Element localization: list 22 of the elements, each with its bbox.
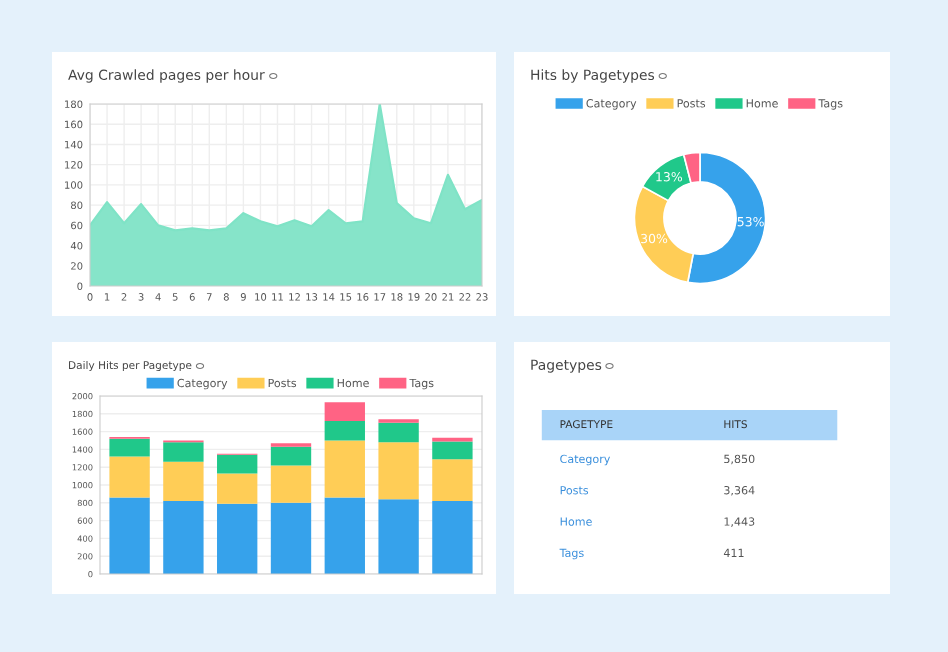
bar: [324, 420, 365, 441]
bar: [109, 438, 150, 457]
bar: [270, 502, 312, 574]
bar: [324, 440, 365, 498]
bar: [324, 497, 365, 574]
bar: [432, 459, 473, 502]
bar: [270, 446, 312, 466]
bar: [432, 441, 473, 460]
bar: [432, 501, 473, 574]
bar: [324, 402, 365, 421]
bar: [109, 456, 150, 498]
bar: [378, 422, 419, 443]
bar: [378, 499, 419, 574]
bar: [109, 497, 150, 574]
bar: [217, 454, 258, 474]
bar: [270, 465, 312, 503]
bar: [163, 461, 204, 502]
bar: [217, 473, 258, 504]
bar: [217, 503, 258, 574]
bar: [163, 442, 204, 462]
bar: [378, 442, 419, 500]
bar: [163, 501, 204, 574]
